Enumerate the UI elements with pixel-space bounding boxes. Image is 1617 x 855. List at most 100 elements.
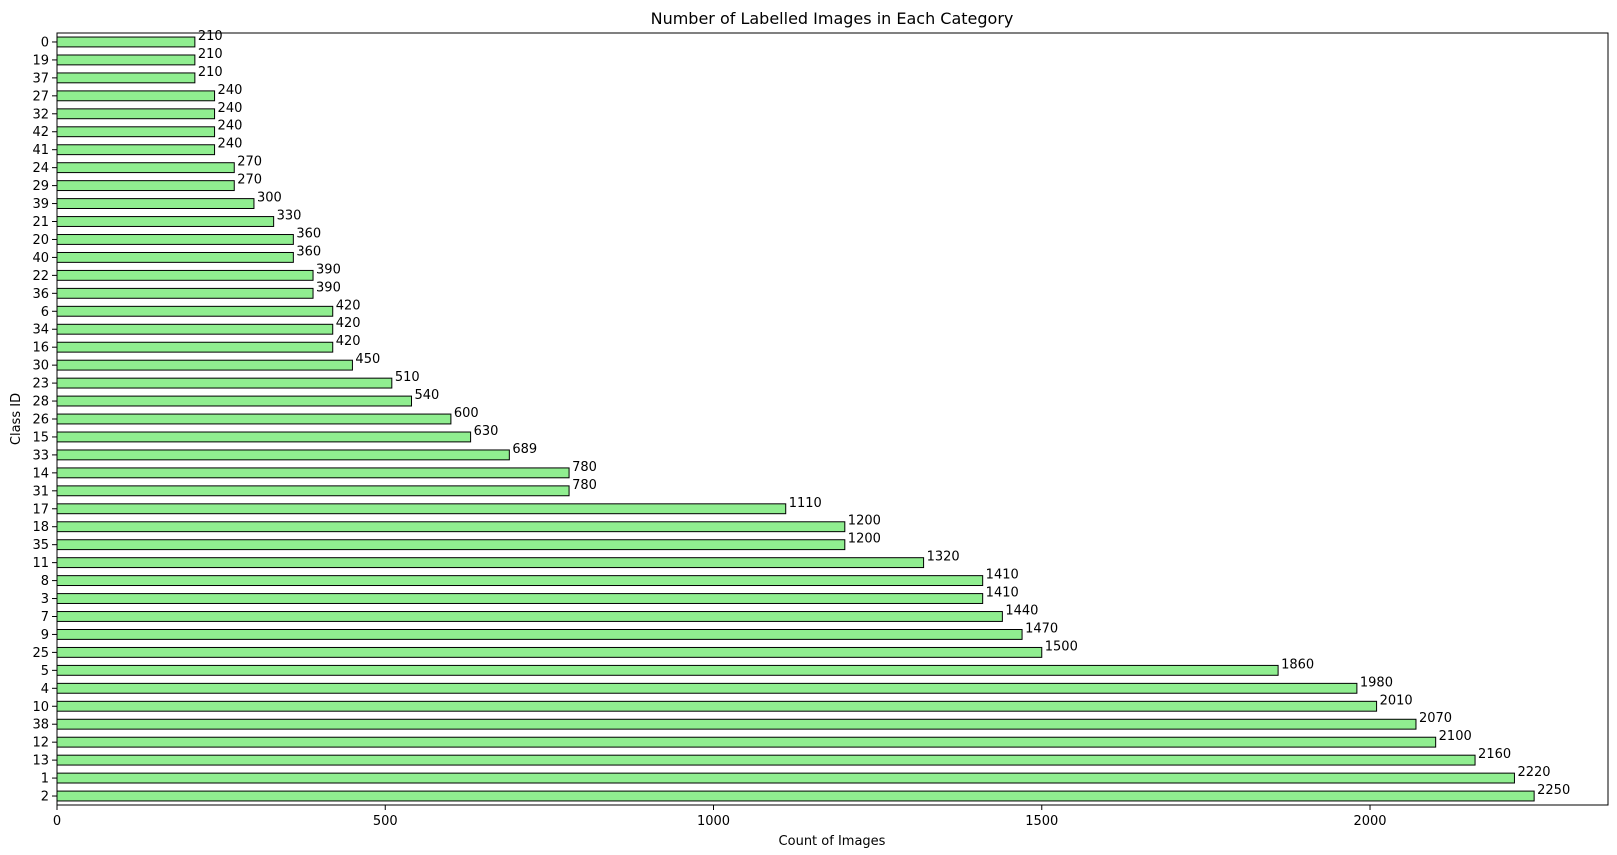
bar-class-28 [56, 395, 413, 407]
y-tick-label: 39 [32, 197, 49, 212]
bar-class-14 [56, 467, 570, 479]
bar-value-label: 420 [336, 334, 361, 349]
y-tick-label: 24 [32, 161, 49, 176]
bar-value-label: 240 [218, 119, 243, 134]
bar-value-label: 2010 [1380, 693, 1413, 708]
y-tick-label: 26 [32, 413, 49, 428]
bar-value-label: 510 [395, 370, 420, 385]
y-tick-label: 17 [32, 502, 49, 517]
bar-value-label: 1440 [1005, 603, 1038, 618]
bar-value-label: 420 [336, 298, 361, 313]
bar-class-17 [56, 503, 787, 515]
bar-class-3 [56, 593, 984, 604]
bar-class-7 [56, 611, 1003, 622]
bar-value-label: 360 [296, 244, 321, 259]
x-tick-label: 1500 [1025, 814, 1058, 829]
bar-class-20 [56, 234, 294, 245]
y-tick-label: 32 [32, 107, 49, 122]
y-tick-label: 9 [41, 628, 49, 643]
bar-class-21 [56, 216, 275, 227]
y-tick-label: 22 [32, 269, 49, 284]
bar-value-label: 2100 [1439, 729, 1472, 744]
bar-value-label: 1410 [986, 586, 1019, 601]
bar-value-label: 270 [237, 173, 262, 188]
bar-class-41 [56, 144, 216, 156]
bar-class-36 [56, 287, 314, 299]
bar-class-38 [56, 718, 1417, 730]
bar-class-8 [56, 575, 984, 587]
y-tick-label: 38 [32, 718, 49, 733]
y-tick-label: 42 [32, 125, 49, 140]
y-tick-label: 1 [41, 772, 49, 787]
bar-value-label: 1410 [986, 568, 1019, 583]
bar-value-label: 1200 [848, 514, 881, 529]
y-tick-label: 19 [32, 53, 49, 68]
bar-value-label: 210 [198, 65, 223, 80]
x-tick-label: 500 [373, 814, 398, 829]
y-tick-label: 10 [32, 700, 49, 715]
bar-value-label: 210 [198, 47, 223, 62]
y-tick-label: 29 [32, 179, 49, 194]
bar-value-label: 240 [218, 137, 243, 152]
bar-class-40 [56, 251, 294, 263]
bar-value-label: 1320 [927, 550, 960, 565]
bar-class-9 [56, 629, 1023, 640]
bar-value-label: 240 [218, 101, 243, 116]
y-tick-label: 40 [32, 251, 49, 266]
y-tick-label: 13 [32, 754, 49, 769]
bar-value-label: 1860 [1281, 657, 1314, 672]
bar-value-label: 2160 [1478, 747, 1511, 762]
bar-class-31 [56, 485, 570, 497]
bar-value-label: 300 [257, 191, 282, 206]
bar-class-0 [56, 36, 196, 48]
x-axis-label: Count of Images [779, 834, 886, 849]
bar-class-15 [56, 431, 472, 443]
bar-class-11 [56, 557, 925, 569]
plot-area-frame [56, 32, 1609, 806]
y-tick-label: 36 [32, 287, 49, 302]
y-tick-label: 33 [32, 448, 49, 463]
bar-class-33 [56, 449, 510, 461]
bar-class-29 [56, 180, 235, 192]
y-tick-label: 5 [41, 664, 49, 679]
bar-class-6 [56, 305, 334, 317]
bar-value-label: 780 [572, 478, 597, 493]
bar-class-13 [56, 754, 1476, 766]
bar-value-label: 780 [572, 460, 597, 475]
bar-class-25 [56, 646, 1043, 658]
x-tick-label: 1000 [697, 814, 730, 829]
bar-value-label: 540 [415, 388, 440, 403]
y-tick-label: 31 [32, 484, 49, 499]
bar-value-label: 210 [198, 29, 223, 44]
bar-value-label: 1110 [789, 496, 822, 511]
bar-class-22 [56, 269, 314, 281]
bar-class-34 [56, 323, 334, 335]
bar-class-18 [56, 521, 846, 533]
bar-class-12 [56, 736, 1437, 748]
bar-class-16 [56, 341, 334, 353]
bar-class-26 [56, 413, 452, 425]
bar-class-24 [56, 162, 235, 174]
bar-value-label: 2220 [1517, 765, 1550, 780]
y-tick-label: 23 [32, 377, 49, 392]
bar-class-27 [56, 90, 216, 102]
y-tick-label: 41 [32, 143, 49, 158]
bar-class-37 [56, 72, 196, 84]
bar-value-label: 2250 [1537, 783, 1570, 798]
y-tick-label: 0 [41, 35, 49, 50]
y-tick-label: 27 [32, 89, 49, 104]
bar-class-4 [56, 682, 1358, 694]
bar-value-label: 270 [237, 155, 262, 170]
y-tick-label: 16 [32, 341, 49, 356]
bar-class-19 [56, 54, 196, 66]
bar-value-label: 1470 [1025, 621, 1058, 636]
bar-class-23 [56, 377, 393, 389]
bar-value-label: 450 [355, 352, 380, 367]
y-tick-label: 3 [41, 592, 49, 607]
bar-value-label: 360 [296, 226, 321, 241]
bar-value-label: 1500 [1045, 639, 1078, 654]
y-tick-label: 37 [32, 71, 49, 86]
y-tick-label: 34 [32, 323, 49, 338]
x-tick-label: 0 [53, 814, 61, 829]
